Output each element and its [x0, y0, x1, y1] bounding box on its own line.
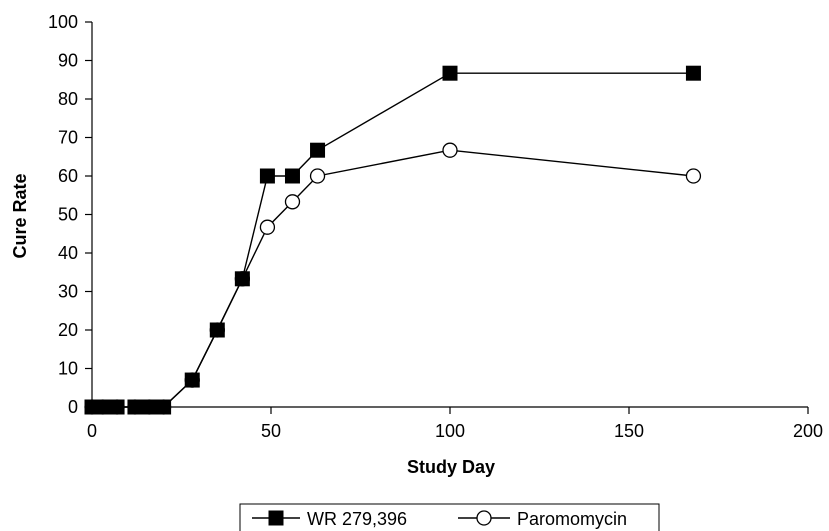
y-tick-label: 90: [58, 51, 78, 71]
data-point: [309, 168, 326, 184]
y-axis-ticks: 0 10 20 30 40 50 60 70 80 90 100: [48, 12, 92, 417]
x-tick-label: 150: [614, 421, 644, 441]
data-point: [442, 65, 458, 81]
series-line: [92, 72, 694, 408]
data-point: [442, 142, 458, 158]
data-point: [284, 194, 301, 210]
data-point: [184, 372, 200, 388]
y-axis-title: Cure Rate: [10, 173, 30, 258]
series-paromomycin: [84, 142, 702, 415]
y-tick-label: 60: [58, 166, 78, 186]
data-point: [156, 399, 172, 415]
x-tick-label: 100: [435, 421, 465, 441]
x-tick-label: 50: [261, 421, 281, 441]
y-tick-label: 0: [68, 397, 78, 417]
y-tick-label: 10: [58, 359, 78, 379]
data-point: [284, 168, 300, 184]
y-tick-label: 80: [58, 89, 78, 109]
legend-label: WR 279,396: [307, 509, 407, 529]
y-tick-label: 50: [58, 205, 78, 225]
series-wr-279396: [84, 65, 701, 415]
legend-label: Paromomycin: [517, 509, 627, 529]
data-point: [259, 219, 276, 235]
data-point: [109, 399, 125, 415]
legend: WR 279,396 Paromomycin: [239, 503, 660, 531]
data-point: [259, 168, 275, 184]
data-point: [685, 65, 701, 81]
data-point: [310, 142, 326, 158]
legend-box: [239, 503, 660, 531]
legend-marker: [476, 510, 492, 526]
x-tick-label: 200: [793, 421, 823, 441]
y-tick-label: 20: [58, 320, 78, 340]
x-axis-title: Study Day: [407, 457, 495, 477]
y-tick-label: 30: [58, 282, 78, 302]
data-point: [95, 399, 111, 415]
x-tick-label: 0: [87, 421, 97, 441]
data-point: [141, 399, 157, 415]
series-line: [92, 149, 694, 408]
data-point: [685, 168, 702, 184]
y-tick-label: 100: [48, 12, 78, 32]
data-point: [234, 271, 250, 287]
y-tick-label: 70: [58, 128, 78, 148]
legend-entry: Paromomycin: [458, 509, 627, 529]
x-axis-ticks: 0 50 100 150 200: [87, 407, 823, 441]
y-tick-label: 40: [58, 243, 78, 263]
data-point: [209, 322, 225, 338]
legend-marker: [268, 510, 284, 526]
data-point: [127, 399, 143, 415]
series-layer: [84, 65, 702, 415]
legend-entry: WR 279,396: [252, 509, 407, 529]
